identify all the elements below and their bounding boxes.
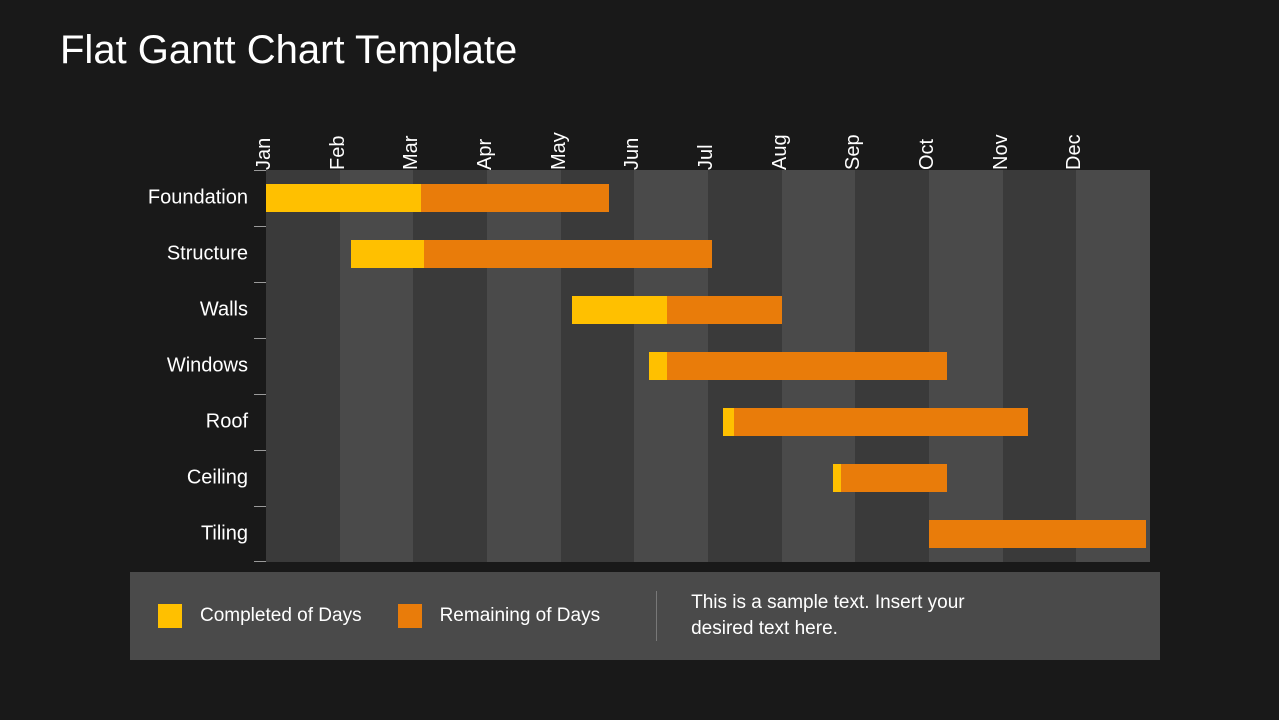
row-tick: [254, 282, 266, 283]
gantt-bar-completed: [649, 352, 667, 380]
month-stripe: [1003, 170, 1077, 562]
gantt-plot: [266, 170, 1150, 562]
gantt-bar-remaining: [667, 296, 781, 324]
month-label: Feb: [327, 136, 350, 170]
gantt-bar-remaining: [667, 352, 947, 380]
gantt-bar-completed: [572, 296, 668, 324]
task-row: Windows: [130, 338, 266, 394]
legend-item: Completed of Days: [158, 604, 362, 628]
month-stripe: [266, 170, 340, 562]
row-tick: [254, 450, 266, 451]
gantt-bar-completed: [833, 464, 840, 492]
month-label: Jan: [253, 138, 276, 170]
task-row: Structure: [130, 226, 266, 282]
gantt-bar-completed: [266, 184, 421, 212]
gantt-bar: [351, 240, 712, 268]
month-label: Jul: [695, 144, 718, 170]
legend-label: Completed of Days: [200, 605, 362, 627]
row-tick: [254, 394, 266, 395]
task-label: Windows: [167, 355, 248, 378]
task-label: Structure: [167, 243, 248, 266]
task-label: Walls: [200, 299, 248, 322]
legend-divider: [656, 591, 657, 641]
gantt-bar: [266, 184, 609, 212]
month-label: Apr: [474, 139, 497, 170]
gantt-bar-remaining: [734, 408, 1029, 436]
task-row: Walls: [130, 282, 266, 338]
row-tick: [254, 226, 266, 227]
task-row: Tiling: [130, 506, 266, 562]
gantt-chart: Jan Feb Mar Apr May Jun Jul Aug Sep Oct Nov Dec Fou…: [130, 110, 1160, 660]
gantt-bar-completed: [351, 240, 425, 268]
gantt-bar-remaining: [929, 520, 1146, 548]
page-title: Flat Gantt Chart Template: [60, 28, 517, 73]
gantt-bar-remaining: [421, 184, 609, 212]
legend-panel: Completed of Days Remaining of Days This i…: [130, 572, 1160, 660]
task-labels-column: Foundation Structure Walls Windows Roof Ceili…: [130, 170, 266, 562]
row-tick: [254, 561, 266, 562]
gantt-bar-remaining: [841, 464, 948, 492]
month-stripe: [340, 170, 414, 562]
month-stripe: [561, 170, 635, 562]
row-tick: [254, 170, 266, 171]
gantt-bar: [723, 408, 1029, 436]
task-row: Ceiling: [130, 450, 266, 506]
month-label: Jun: [621, 138, 644, 170]
legend-item: Remaining of Days: [398, 604, 601, 628]
gantt-bar: [572, 296, 782, 324]
month-stripe: [413, 170, 487, 562]
task-row: Roof: [130, 394, 266, 450]
task-label: Foundation: [148, 187, 248, 210]
legend-note: This is a sample text. Insert your desir…: [691, 590, 991, 641]
gantt-bar: [649, 352, 947, 380]
month-label: Dec: [1063, 134, 1086, 170]
task-label: Roof: [206, 411, 248, 434]
month-label: Oct: [916, 139, 939, 170]
legend-label: Remaining of Days: [440, 605, 601, 627]
task-row: Foundation: [130, 170, 266, 226]
month-label: Aug: [769, 134, 792, 170]
gantt-bar: [929, 520, 1146, 548]
month-stripe: [1076, 170, 1150, 562]
gantt-bar: [833, 464, 947, 492]
legend-swatch: [158, 604, 182, 628]
row-tick: [254, 338, 266, 339]
gantt-bar-remaining: [424, 240, 711, 268]
task-label: Ceiling: [187, 467, 248, 490]
gantt-bar-completed: [723, 408, 734, 436]
month-label: Sep: [842, 134, 865, 170]
row-tick: [254, 506, 266, 507]
month-label: Nov: [990, 134, 1013, 170]
legend-swatch: [398, 604, 422, 628]
month-label: Mar: [400, 136, 423, 170]
month-label: May: [548, 132, 571, 170]
months-axis: JanFebMarAprMayJunJulAugSepOctNovDec: [266, 110, 1150, 170]
task-label: Tiling: [201, 523, 248, 546]
month-stripe: [487, 170, 561, 562]
